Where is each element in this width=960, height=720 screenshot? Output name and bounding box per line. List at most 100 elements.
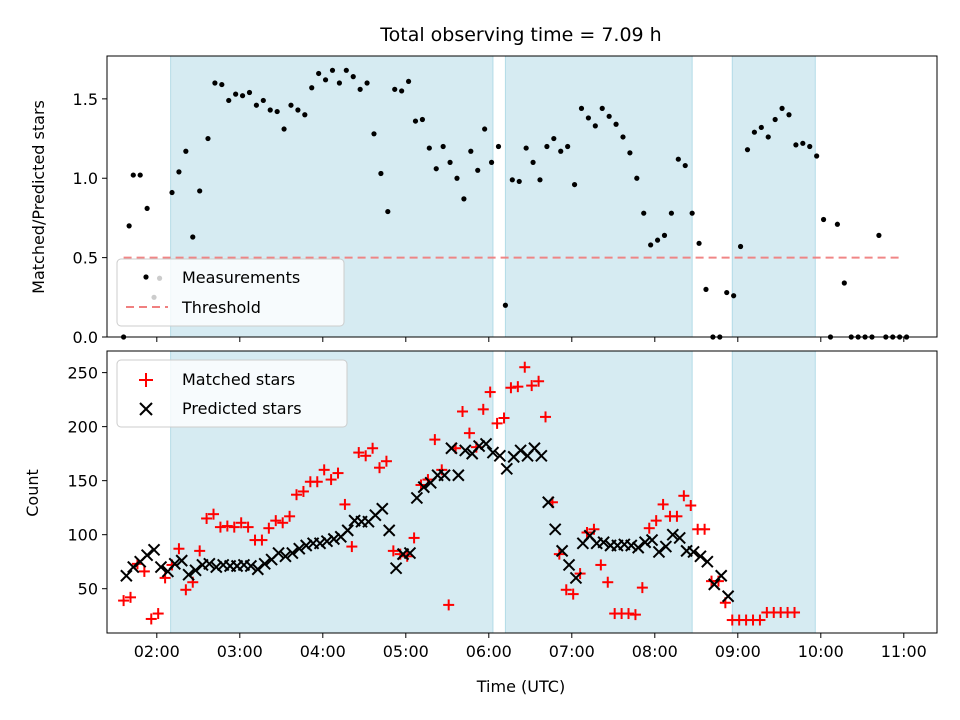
predicted-star-point	[175, 554, 188, 567]
y-tick-label: 150	[67, 472, 98, 491]
shaded-interval	[504, 55, 693, 338]
predicted-star-point	[535, 449, 548, 463]
matched-star-point	[540, 411, 552, 423]
y-tick-label: 250	[67, 364, 98, 383]
predicted-star-point	[258, 557, 271, 571]
matched-star-point	[208, 508, 220, 520]
measurement-point	[689, 210, 695, 216]
matched-star-point	[367, 442, 379, 454]
predicted-star-point	[168, 557, 181, 571]
measurement-point	[772, 116, 778, 123]
measurement-point	[558, 148, 564, 154]
y-tick-label: 1.0	[73, 169, 98, 188]
top-legend-box	[116, 258, 345, 327]
measurement-point	[731, 293, 737, 299]
measurement-point	[281, 126, 287, 132]
predicted-star-point	[555, 544, 569, 558]
measurement-point	[509, 177, 515, 183]
measurement-point	[433, 166, 439, 172]
predicted-star-point	[203, 557, 216, 571]
measurement-point	[648, 242, 654, 248]
measurement-point	[267, 107, 273, 113]
measurement-point	[523, 145, 529, 151]
measurement-point	[405, 78, 412, 85]
shaded-interval	[504, 350, 693, 634]
matched-star-point	[380, 455, 392, 467]
matched-star-point	[491, 417, 503, 429]
matched-star-point	[484, 386, 496, 398]
matched-star-point	[387, 545, 399, 557]
measurement-point	[274, 108, 280, 115]
predicted-star-point	[293, 542, 306, 555]
predicted-star-point	[452, 469, 465, 482]
bottom-legend: Matched stars Predicted stars	[116, 359, 348, 428]
predicted-star-point	[320, 534, 334, 548]
measurement-point	[641, 210, 647, 216]
matched-star-point	[636, 582, 648, 594]
measurement-point	[516, 178, 522, 185]
predicted-star-point	[569, 571, 583, 585]
matched-star-point	[657, 498, 669, 510]
matched-star-point	[297, 485, 309, 497]
matched-star-point	[173, 543, 185, 555]
top-legend: Measurements Threshold	[116, 258, 345, 327]
shaded-interval	[731, 55, 816, 338]
measurement-point	[329, 67, 336, 73]
measurement-point	[137, 172, 143, 178]
measurement-point	[302, 112, 308, 118]
predicted-star-point	[687, 545, 700, 559]
matched-star-point	[339, 498, 351, 510]
matched-star-point	[374, 462, 386, 474]
measurement-point	[419, 116, 425, 123]
measurement-point	[682, 162, 688, 169]
predicted-star-point	[140, 548, 154, 562]
top-panel: 0.0 0.5 1.0 1.5 Matched/Predicted stars Mea…	[29, 55, 938, 347]
matched-star-point	[221, 520, 233, 532]
measurement-point	[654, 237, 661, 243]
measurement-point	[288, 102, 294, 108]
predicted-star-point	[597, 536, 610, 549]
matched-star-point	[505, 382, 517, 394]
legend-threshold-label: Threshold	[181, 298, 261, 317]
top-chart-title: Total observing time = 7.09 h	[379, 24, 661, 46]
bottom-x-ticks: 02:00 03:00 04:00 05:00 06:00 07:00 08:00 09:00…	[134, 633, 927, 661]
predicted-star-point	[493, 449, 507, 463]
matched-star-point	[519, 361, 531, 373]
matched-star-point	[754, 614, 766, 626]
measurement-point	[126, 223, 132, 229]
measurement-point	[613, 121, 619, 127]
matched-star-point	[443, 599, 455, 611]
predicted-star-point	[410, 491, 424, 505]
measurement-point	[606, 113, 612, 119]
measurement-point	[144, 205, 150, 212]
bottom-legend-box	[116, 359, 348, 428]
matched-star-point	[152, 608, 164, 620]
x-tick-label: 10:00	[798, 642, 844, 661]
predicted-star-point	[631, 541, 645, 554]
measurement-point	[461, 196, 467, 202]
measurement-point	[599, 105, 605, 111]
measurement-point	[502, 302, 508, 308]
measurement-point	[807, 143, 813, 150]
measurement-point	[841, 280, 847, 286]
measurement-point	[876, 232, 882, 238]
legend-matched-label: Matched stars	[182, 370, 295, 389]
predicted-star-point	[279, 550, 292, 563]
measurement-point	[530, 159, 536, 165]
predicted-star-point	[652, 545, 666, 559]
matched-star-point	[678, 490, 690, 502]
predicted-star-point	[382, 524, 396, 537]
predicted-star-point	[625, 539, 638, 552]
matched-star-point	[353, 447, 365, 459]
x-axis-label: Time (UTC)	[476, 677, 565, 696]
x-tick-label: 04:00	[300, 642, 346, 661]
measurement-point	[495, 143, 502, 150]
predicted-star-point	[417, 480, 430, 494]
y-tick-label: 0.5	[73, 249, 98, 268]
matched-star-point	[789, 606, 801, 618]
measurement-point	[724, 289, 730, 296]
predicted-star-point	[638, 536, 652, 549]
matched-star-point	[263, 522, 275, 534]
measurement-point	[412, 118, 419, 124]
matched-star-point	[201, 512, 213, 524]
